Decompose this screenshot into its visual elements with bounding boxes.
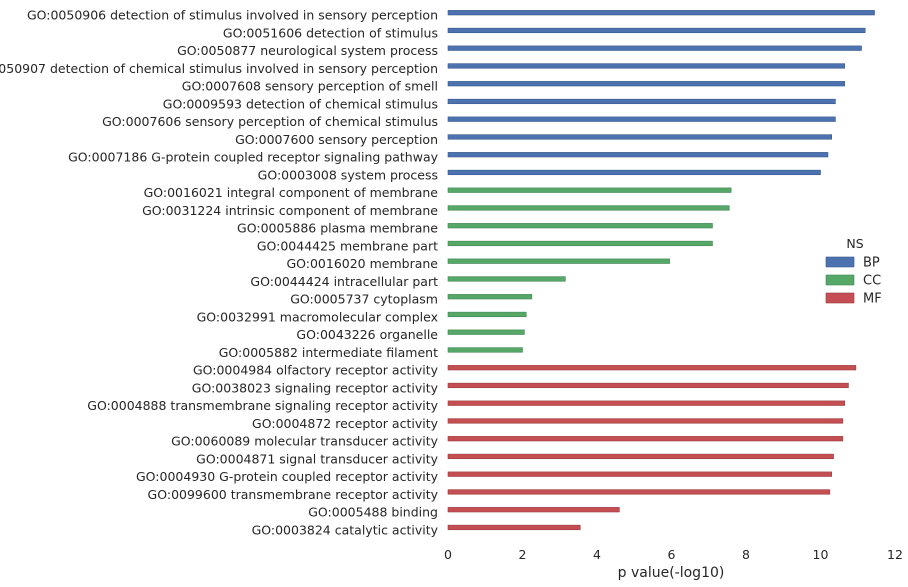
y-tick-label: GO:0005488 binding — [308, 505, 438, 520]
y-tick-label: GO:0050906 detection of stimulus involve… — [27, 8, 438, 23]
y-tick-label: GO:0009593 detection of chemical stimulu… — [163, 96, 438, 111]
legend-swatch-bp — [825, 256, 855, 268]
legend-swatch-mf — [825, 292, 855, 304]
x-axis-label: p value(-log10) — [618, 565, 725, 581]
y-tick-labels: GO:0050906 detection of stimulus involve… — [0, 8, 439, 538]
bar-bp — [447, 45, 862, 51]
legend-label-cc: CC — [863, 274, 881, 289]
bar-cc — [447, 347, 523, 353]
x-tick-label: 2 — [519, 547, 527, 562]
y-tick-label: GO:0005882 intermediate filament — [219, 345, 438, 360]
bar-cc — [447, 329, 525, 335]
y-tick-label: GO:0016021 integral component of membran… — [144, 185, 439, 200]
bar-cc — [447, 294, 533, 300]
bar-mf — [447, 507, 620, 513]
y-tick-label: GO:0044424 intracellular part — [250, 274, 438, 289]
bar-cc — [447, 205, 730, 211]
y-tick-label: GO:0032991 macromolecular complex — [197, 309, 438, 324]
y-tick-label: GO:0004888 transmembrane signaling recep… — [87, 398, 438, 413]
y-tick-label: GO:0003008 system process — [258, 167, 438, 182]
y-tick-label: GO:0050907 detection of chemical stimulu… — [0, 61, 438, 76]
bar-bp — [447, 152, 829, 158]
x-tick-label: 0 — [444, 547, 452, 562]
x-tick-label: 8 — [742, 547, 750, 562]
x-tick-label: 6 — [668, 547, 676, 562]
bar-mf — [447, 436, 844, 442]
legend-swatch-cc — [825, 274, 855, 286]
legend-label-mf: MF — [863, 292, 882, 307]
x-tick-label: 4 — [593, 547, 601, 562]
bar-bp — [447, 98, 836, 105]
y-tick-label: GO:0004871 signal transducer activity — [196, 451, 438, 466]
bar-mf — [447, 453, 834, 460]
x-tick-label: 12 — [887, 547, 903, 562]
y-tick-label: GO:0007606 sensory perception of chemica… — [102, 114, 438, 129]
bar-bp — [447, 116, 836, 122]
y-tick-label: GO:0005737 cytoplasm — [290, 292, 438, 307]
y-tick-label: GO:0007608 sensory perception of smell — [182, 79, 438, 94]
x-tick-label: 10 — [813, 547, 829, 562]
y-tick-label: GO:0099600 transmembrane receptor activi… — [148, 487, 439, 502]
legend: NS BP CC MF — [825, 236, 882, 307]
bar-bp — [447, 63, 846, 69]
y-tick-label: GO:0051606 detection of stimulus — [223, 25, 438, 40]
y-tick-label: GO:0038023 signaling receptor activity — [192, 380, 439, 395]
y-tick-label: GO:0007186 G-protein coupled receptor si… — [68, 150, 439, 165]
bar-mf — [447, 418, 844, 424]
y-tick-label: GO:0007600 sensory perception — [235, 132, 438, 147]
y-tick-label: GO:0043226 organelle — [296, 327, 438, 342]
bar-mf — [447, 471, 832, 477]
y-tick-label: GO:0005886 plasma membrane — [237, 221, 438, 236]
y-tick-label: GO:0060089 molecular transducer activity — [171, 434, 439, 449]
bar-cc — [447, 276, 566, 282]
bar-bp — [447, 10, 875, 16]
bar-mf — [447, 489, 831, 495]
bars — [447, 10, 875, 531]
legend-title: NS — [846, 236, 863, 251]
y-tick-label: GO:0003824 catalytic activity — [252, 522, 439, 537]
bar-cc — [447, 240, 713, 247]
x-tick-labels: 0 2 4 6 8 10 12 — [444, 547, 903, 562]
y-tick-label: GO:0004984 olfactory receptor activity — [193, 363, 439, 378]
legend-label-bp: BP — [863, 256, 880, 271]
y-tick-label: GO:0031224 intrinsic component of membra… — [142, 203, 438, 218]
bar-bp — [447, 169, 821, 176]
bar-bp — [447, 27, 866, 34]
bar-cc — [447, 223, 713, 229]
bar-bp — [447, 81, 846, 87]
bar-mf — [447, 382, 849, 389]
y-tick-label: GO:0004930 G-protein coupled receptor ac… — [136, 469, 439, 484]
bar-mf — [447, 365, 857, 371]
y-tick-label: GO:0050877 neurological system process — [177, 43, 438, 58]
y-tick-label: GO:0044425 membrane part — [257, 238, 438, 253]
bar-mf — [447, 524, 581, 531]
bar-cc — [447, 258, 670, 264]
bar-cc — [447, 311, 527, 318]
y-tick-label: GO:0016020 membrane — [286, 256, 438, 271]
bar-cc — [447, 187, 732, 193]
y-tick-label: GO:0004872 receptor activity — [252, 416, 439, 431]
bar-mf — [447, 400, 846, 406]
bar-bp — [447, 134, 832, 140]
